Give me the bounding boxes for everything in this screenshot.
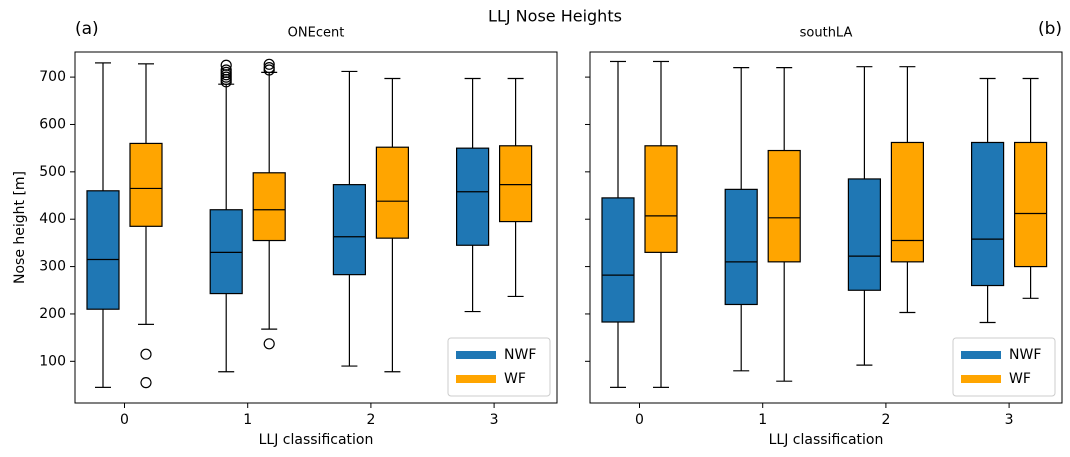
panel-title: southLA <box>800 26 853 41</box>
legend-label: NWF <box>1009 347 1041 363</box>
box <box>601 197 635 323</box>
flier <box>140 348 152 360</box>
x-tick-label: 1 <box>243 412 252 428</box>
legend-swatch <box>961 375 1001 383</box>
x-tick-label: 3 <box>490 412 499 428</box>
box <box>252 172 286 242</box>
panel-title: ONEcent <box>288 26 345 41</box>
flier <box>263 338 275 350</box>
legend-swatch <box>961 351 1001 359</box>
y-axis-label: Nose height [m] <box>12 171 28 284</box>
box <box>890 141 925 263</box>
y-tick-label: 200 <box>39 306 66 322</box>
y-tick-label: 100 <box>39 353 66 369</box>
panel-label: (a) <box>75 19 99 39</box>
box <box>209 209 243 295</box>
x-axis-label: LLJ classification <box>769 432 884 448</box>
box <box>375 146 409 239</box>
box <box>86 190 120 310</box>
y-tick-label: 300 <box>39 259 66 275</box>
box <box>456 147 490 246</box>
panel-label: (b) <box>1038 19 1062 39</box>
y-tick-label: 400 <box>39 211 66 227</box>
x-axis-label: LLJ classification <box>259 432 374 448</box>
flier <box>140 377 152 389</box>
box <box>724 188 758 306</box>
y-tick-label: 700 <box>39 69 66 85</box>
box <box>332 184 366 276</box>
box <box>644 145 678 253</box>
box <box>1013 141 1048 268</box>
x-tick-label: 2 <box>366 412 375 428</box>
x-tick-label: 0 <box>635 412 644 428</box>
x-tick-label: 2 <box>881 412 890 428</box>
box <box>767 149 801 263</box>
legend-label: NWF <box>504 347 536 363</box>
plot-frame <box>74 51 558 404</box>
legend-label: WF <box>504 371 526 387</box>
legend-swatch <box>456 351 496 359</box>
legend-label: WF <box>1009 371 1031 387</box>
box <box>129 142 163 227</box>
box <box>970 141 1005 287</box>
plot-frame <box>589 51 1063 404</box>
legend-swatch <box>456 375 496 383</box>
flier <box>263 62 275 74</box>
figure-title: LLJ Nose Heights <box>488 7 622 26</box>
flier <box>220 64 232 76</box>
y-tick-label: 500 <box>39 164 66 180</box>
flier <box>263 58 275 70</box>
box <box>847 178 882 291</box>
flier <box>220 59 232 71</box>
x-tick-label: 0 <box>120 412 129 428</box>
x-tick-label: 1 <box>758 412 767 428</box>
y-tick-label: 600 <box>39 116 66 132</box>
box <box>499 145 533 223</box>
x-tick-label: 3 <box>1005 412 1014 428</box>
